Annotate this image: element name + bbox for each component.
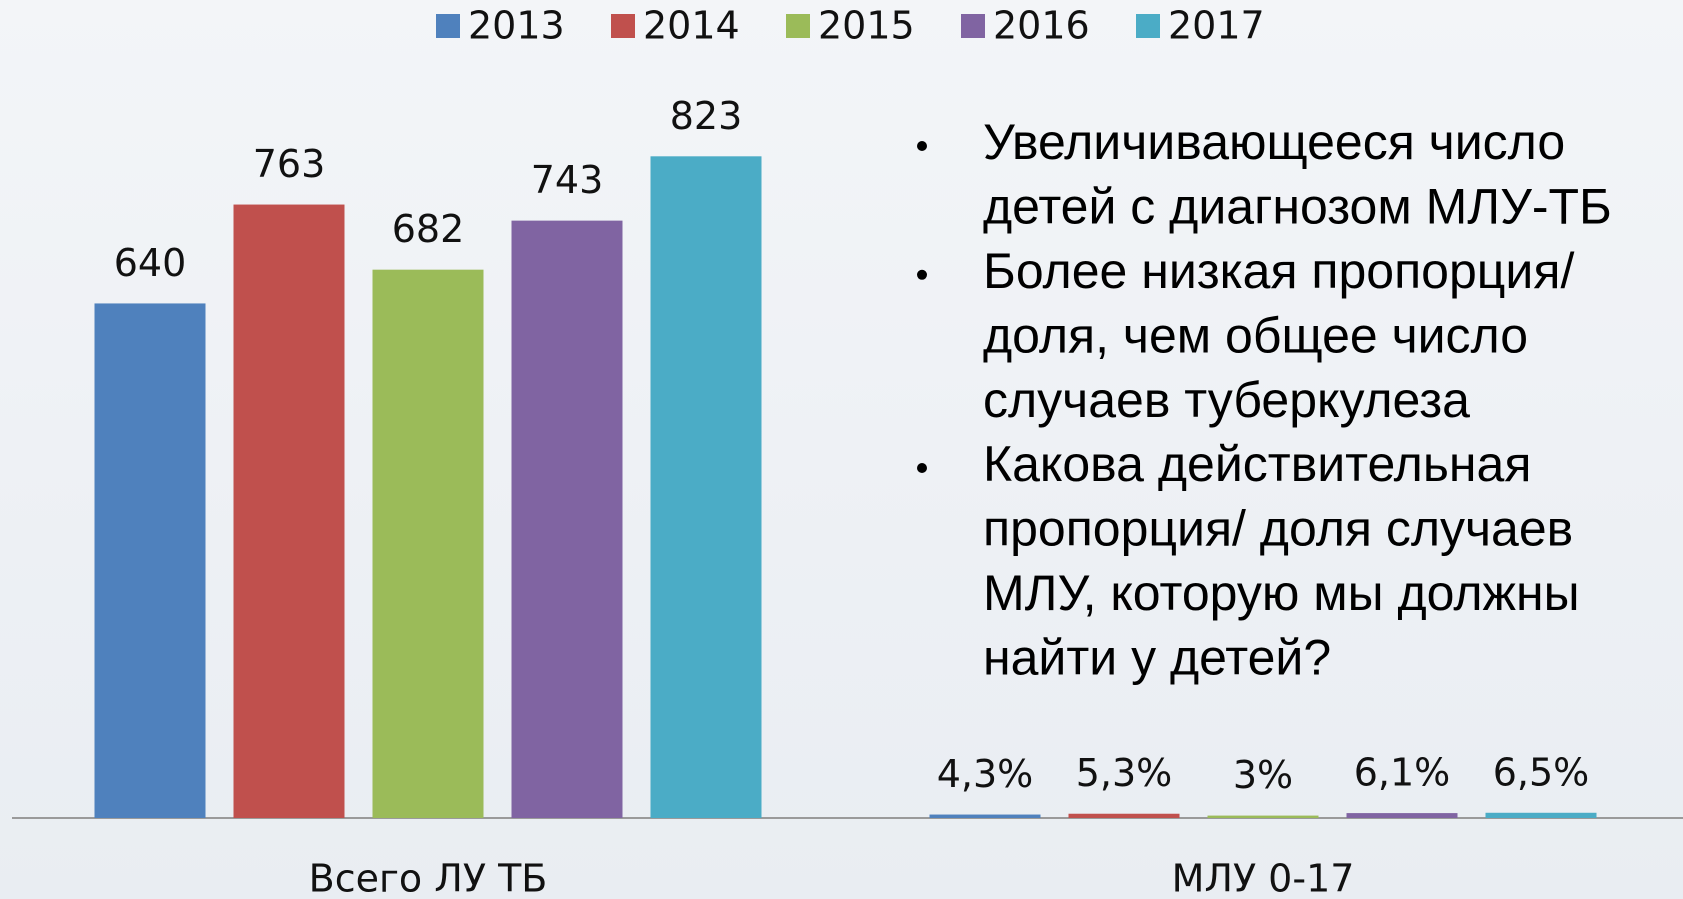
legend-swatch (786, 14, 810, 38)
legend-label: 2013 (468, 4, 565, 48)
x-tick-label: Всего ЛУ ТБ (309, 857, 548, 899)
data-label: 6,1% (1354, 751, 1451, 795)
bar (94, 303, 206, 818)
note-text: пропорция/ доля случаев (983, 501, 1573, 557)
data-label: 823 (670, 94, 743, 138)
bullet (917, 463, 927, 473)
bar (929, 814, 1041, 818)
bar (650, 156, 762, 819)
legend-swatch (961, 14, 985, 38)
data-label: 5,3% (1076, 751, 1173, 795)
data-label: 6,5% (1493, 750, 1590, 794)
note-text: найти у детей? (983, 629, 1331, 685)
bar (1207, 815, 1319, 818)
bar (1485, 812, 1597, 818)
legend-label: 2016 (993, 4, 1090, 48)
legend-label: 2015 (818, 4, 915, 48)
bar (372, 269, 484, 818)
note-text: Более низкая пропорция/ (983, 243, 1574, 299)
data-label: 743 (531, 158, 604, 202)
note-text: МЛУ, которую мы должны (983, 565, 1580, 621)
bar (1346, 813, 1458, 818)
x-tick-label: МЛУ 0-17 (1172, 857, 1355, 899)
note-text: случаев туберкулеза (983, 372, 1470, 428)
note-text: Увеличивающееся число (983, 114, 1565, 170)
note-text: доля, чем общее число (983, 307, 1528, 363)
data-label: 640 (114, 241, 187, 285)
legend-swatch (611, 14, 635, 38)
legend-label: 2014 (643, 4, 740, 48)
data-label: 3% (1233, 753, 1293, 797)
note-text: детей с диагнозом МЛУ-ТБ (983, 179, 1612, 235)
data-label: 682 (392, 207, 465, 251)
legend-swatch (1136, 14, 1160, 38)
data-label: 4,3% (937, 752, 1034, 796)
bullet (917, 141, 927, 151)
note-text: Какова действительная (983, 436, 1531, 492)
bar (1068, 813, 1180, 818)
legend-label: 2017 (1168, 4, 1265, 48)
bar (511, 220, 623, 819)
bar (233, 204, 345, 819)
bullet (917, 269, 927, 280)
legend-swatch (436, 14, 460, 38)
data-label: 763 (253, 142, 326, 186)
